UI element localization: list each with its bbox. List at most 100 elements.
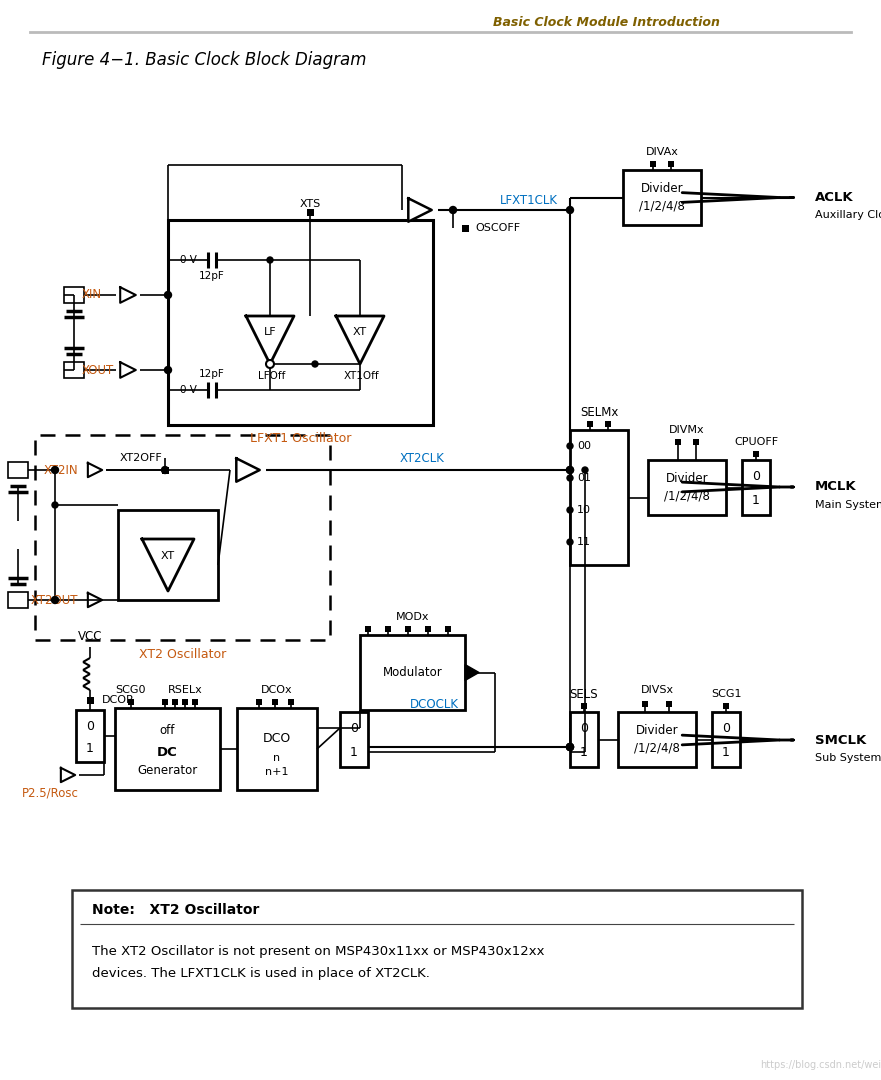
Bar [642, 701, 648, 707]
Bar [445, 626, 451, 632]
Circle shape [566, 467, 574, 473]
Bar [648, 460, 726, 515]
Bar [675, 438, 681, 445]
Text: ACLK: ACLK [815, 191, 854, 204]
Text: SELS: SELS [570, 688, 598, 701]
Bar [64, 362, 84, 378]
Bar [623, 170, 701, 225]
Text: 0: 0 [722, 721, 730, 734]
Text: Main System Clock: Main System Clock [815, 500, 881, 510]
Bar [8, 462, 28, 478]
Text: MCLK: MCLK [815, 481, 856, 494]
Bar [128, 699, 134, 705]
Text: P2.5/Rosc: P2.5/Rosc [21, 786, 78, 799]
Bar [365, 626, 371, 632]
Circle shape [51, 596, 58, 604]
Bar [118, 510, 218, 600]
Bar [669, 161, 674, 167]
Bar [237, 708, 317, 789]
Text: 0 V: 0 V [180, 384, 196, 395]
Text: SMCLK: SMCLK [815, 733, 866, 746]
Text: LFOff: LFOff [258, 372, 285, 381]
Bar [8, 592, 28, 608]
Text: MODx: MODx [396, 612, 429, 622]
Bar [618, 712, 696, 767]
Text: Sub System Clock: Sub System Clock [815, 753, 881, 762]
Polygon shape [120, 287, 136, 302]
Polygon shape [246, 316, 294, 364]
Bar [86, 697, 93, 703]
Bar [588, 421, 593, 427]
Bar [360, 635, 465, 710]
Circle shape [165, 292, 172, 298]
Bar [161, 467, 168, 473]
Text: The XT2 Oscillator is not present on MSP430x11xx or MSP430x12xx: The XT2 Oscillator is not present on MSP… [92, 945, 544, 959]
Text: XT2 Oscillator: XT2 Oscillator [139, 648, 226, 661]
Circle shape [266, 360, 274, 368]
Bar [570, 712, 598, 767]
Text: 12pF: 12pF [199, 369, 225, 379]
Text: XOUT: XOUT [82, 364, 115, 377]
Bar [307, 208, 314, 216]
Bar [162, 699, 168, 705]
Polygon shape [61, 768, 75, 782]
Bar [72, 890, 802, 1008]
Text: 1: 1 [722, 745, 730, 758]
Text: 1: 1 [752, 494, 760, 507]
Text: CPUOFF: CPUOFF [734, 437, 778, 447]
Text: VCC: VCC [78, 631, 102, 644]
Bar [385, 626, 391, 632]
Bar [64, 287, 84, 303]
Text: Divider: Divider [666, 472, 708, 485]
Text: 1: 1 [350, 745, 358, 758]
Text: XT: XT [353, 326, 367, 337]
Text: LF: LF [263, 326, 277, 337]
Bar [666, 701, 671, 707]
Text: SCG1: SCG1 [711, 689, 741, 699]
Bar [340, 712, 368, 767]
Bar [742, 460, 770, 515]
Bar [425, 626, 431, 632]
Bar [649, 161, 655, 167]
Circle shape [51, 467, 58, 473]
Circle shape [165, 366, 172, 374]
Text: XT2IN: XT2IN [43, 463, 78, 476]
Text: DIVSx: DIVSx [640, 685, 674, 696]
Text: DCO: DCO [263, 731, 291, 744]
Circle shape [449, 206, 456, 214]
Circle shape [567, 443, 573, 449]
Text: https://blog.csdn.net/weixin_45880207: https://blog.csdn.net/weixin_45880207 [760, 1059, 881, 1070]
Bar [76, 710, 104, 762]
Text: 11: 11 [577, 537, 591, 546]
Text: LFXT1CLK: LFXT1CLK [500, 193, 558, 206]
Circle shape [582, 467, 588, 473]
Polygon shape [88, 463, 102, 477]
Text: DCOx: DCOx [261, 685, 292, 696]
Text: SCG0: SCG0 [115, 685, 146, 696]
Text: DCOCLK: DCOCLK [410, 699, 459, 712]
Text: n+1: n+1 [265, 767, 289, 777]
Text: /1/2/4/8: /1/2/4/8 [634, 742, 680, 755]
Circle shape [312, 361, 318, 367]
Text: Figure 4−1. Basic Clock Block Diagram: Figure 4−1. Basic Clock Block Diagram [42, 51, 366, 69]
Text: OSCOFF: OSCOFF [475, 222, 520, 233]
Text: /1/2/4/8: /1/2/4/8 [639, 200, 685, 213]
Circle shape [52, 502, 58, 508]
Text: 00: 00 [577, 441, 591, 451]
Text: XT2OFF: XT2OFF [119, 453, 162, 463]
Text: n: n [273, 753, 280, 762]
Circle shape [566, 743, 574, 751]
Circle shape [566, 743, 574, 751]
Circle shape [267, 257, 273, 264]
Bar [462, 225, 469, 231]
Circle shape [566, 206, 574, 214]
Bar [168, 220, 433, 426]
Text: 0: 0 [350, 721, 358, 734]
Polygon shape [336, 316, 384, 364]
Polygon shape [142, 539, 194, 591]
Circle shape [567, 539, 573, 545]
Circle shape [566, 467, 574, 473]
Text: devices. The LFXT1CLK is used in place of XT2CLK.: devices. The LFXT1CLK is used in place o… [92, 968, 430, 981]
Text: DIVMx: DIVMx [670, 426, 705, 435]
Bar [712, 712, 740, 767]
